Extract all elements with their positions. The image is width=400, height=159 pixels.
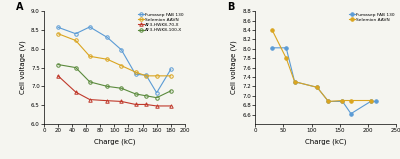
- Text: A: A: [16, 2, 23, 12]
- Legend: Fumasep FAB 130, Selemion AAVN, AF3-HWK8-70-X, AF3-HWK8-100-X: Fumasep FAB 130, Selemion AAVN, AF3-HWK8…: [138, 12, 184, 33]
- Legend: Fumasep FAB 130, Selemion AAVN: Fumasep FAB 130, Selemion AAVN: [349, 12, 395, 22]
- X-axis label: Charge (kC): Charge (kC): [94, 139, 135, 145]
- Y-axis label: Cell voltage (V): Cell voltage (V): [230, 41, 237, 94]
- Y-axis label: Cell voltage (V): Cell voltage (V): [19, 41, 26, 94]
- Text: B: B: [227, 2, 234, 12]
- X-axis label: Charge (kC): Charge (kC): [305, 139, 346, 145]
